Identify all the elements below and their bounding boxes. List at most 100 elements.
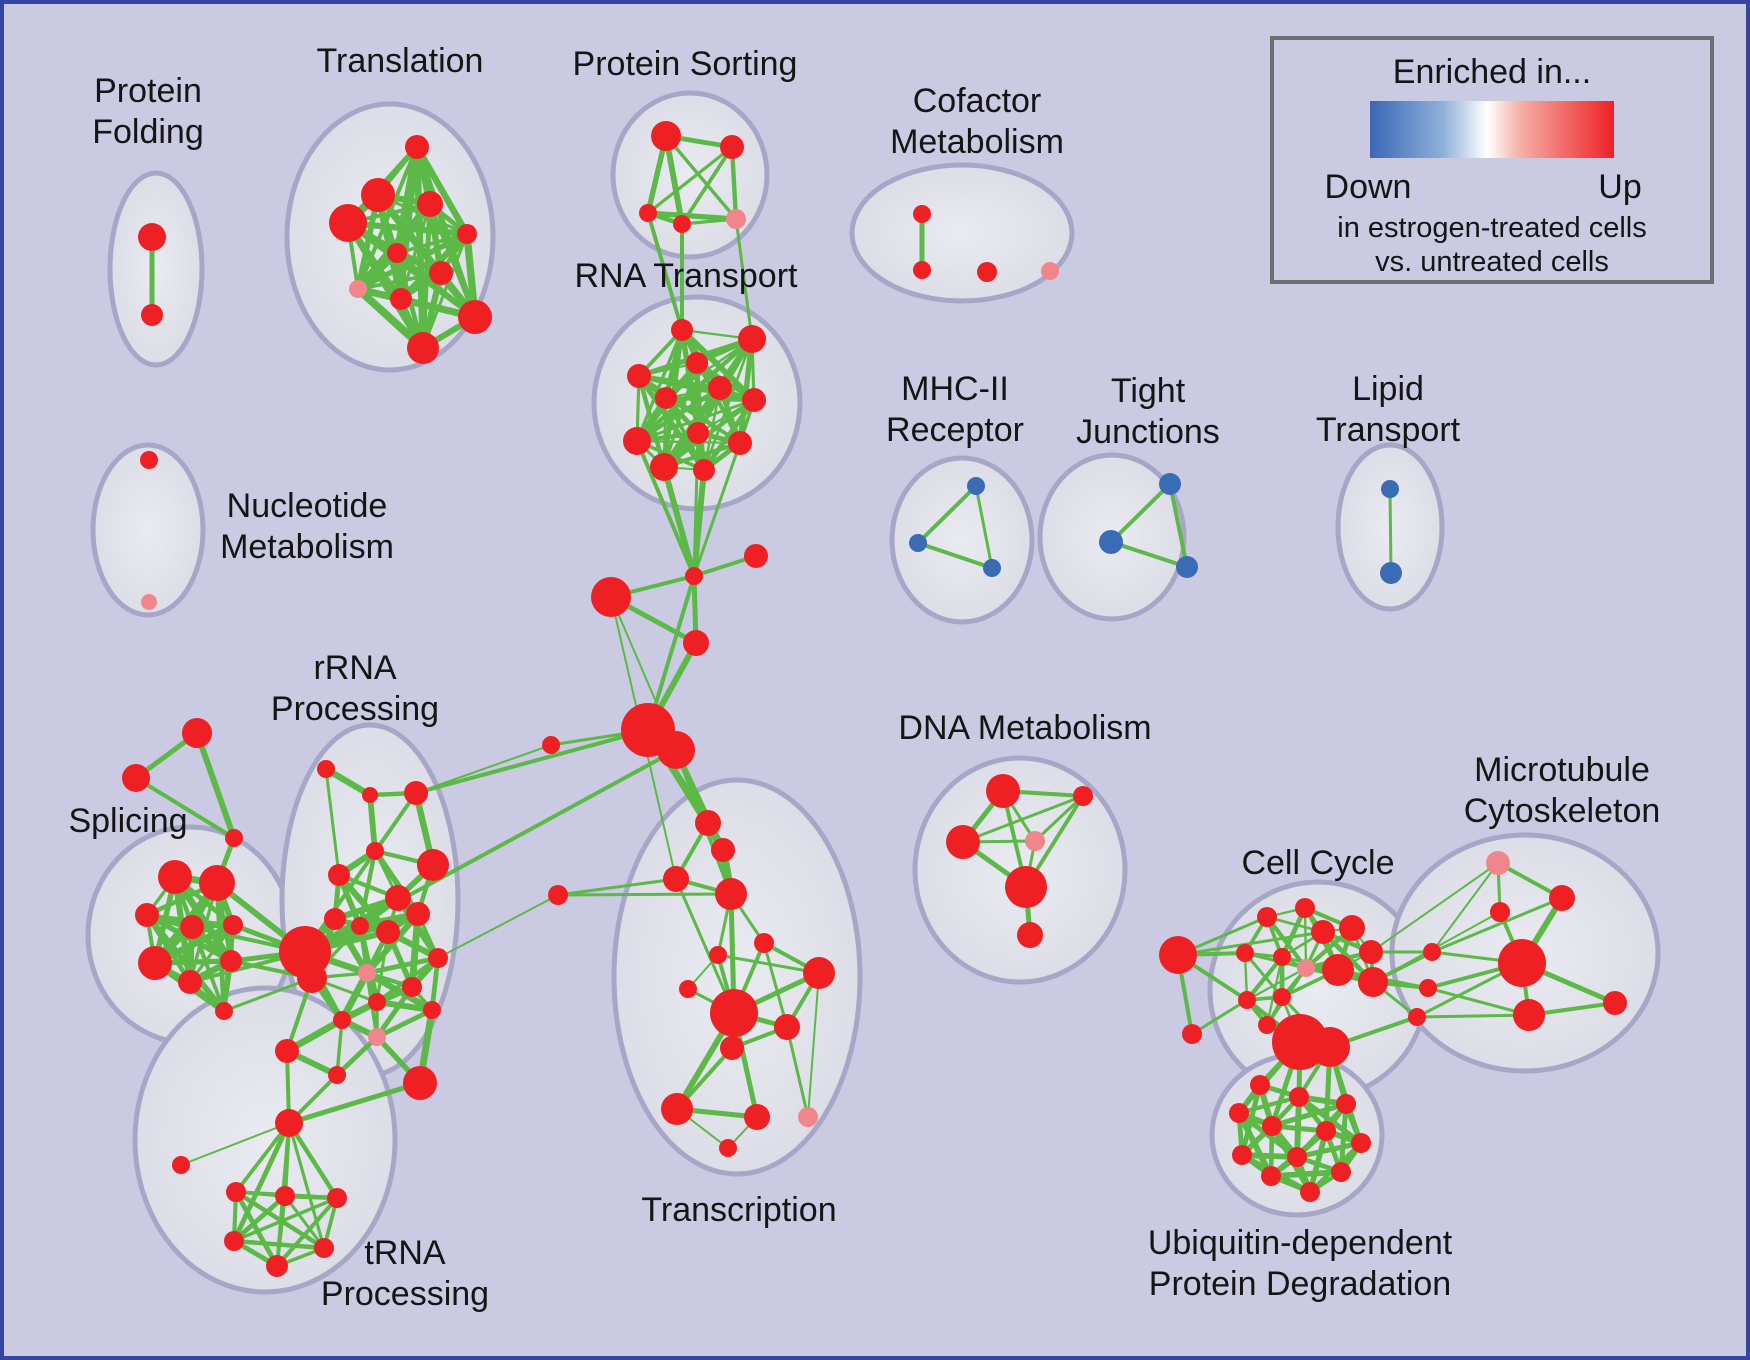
edge [1415,1013,1531,1019]
node-111 [1073,786,1093,806]
node-113 [1025,831,1045,851]
node-47 [683,630,709,656]
edge [214,880,227,1014]
node-23 [655,387,677,409]
node-100 [709,946,727,964]
node-46 [591,577,631,617]
node-127 [1358,967,1388,997]
node-124 [1297,959,1315,977]
node-78 [368,993,386,1011]
edge [645,210,739,222]
node-80 [333,1011,351,1029]
edge [275,1194,287,1268]
edge [635,439,696,578]
edge [1431,862,1499,953]
cluster-label-rna-transport: RNA Transport [575,257,799,295]
cluster-label-ubiquitin-degradation: Protein Degradation [1149,1265,1451,1303]
node-56 [223,915,243,935]
node-70 [385,885,411,911]
cluster-label-mhc-ii-receptor: Receptor [886,411,1024,449]
node-20 [686,352,708,374]
legend-caption-line2: vs. untreated cells [1375,246,1609,278]
edge [303,791,418,954]
node-45 [744,544,768,568]
node-29 [693,459,715,481]
edge [974,484,994,570]
node-26 [623,427,651,455]
node-49 [657,731,695,769]
legend-down-label: Down [1325,168,1412,206]
node-61 [182,718,212,748]
node-144 [1336,1094,1356,1114]
edge [661,464,697,579]
cluster-label-splicing: Splicing [68,802,187,840]
edge [1109,540,1189,569]
edge [231,1120,292,1244]
edge [636,373,707,473]
node-128 [1238,991,1256,1009]
node-28 [650,453,678,481]
node-139 [1498,939,1546,987]
edge [635,328,684,443]
cluster-label-transcription: Transcription [641,1191,836,1229]
cluster-label-cofactor-metabolism: Metabolism [890,123,1064,161]
node-94 [266,1255,288,1277]
node-60 [215,1002,233,1020]
node-10 [390,288,412,310]
node-151 [1331,1162,1351,1182]
edge [1269,1101,1349,1129]
node-108 [798,1107,818,1127]
node-15 [639,204,657,222]
cluster-ellipse-mhc-ii-receptor [889,455,1035,625]
cluster-ellipse-protein-folding [107,170,205,368]
node-35 [141,594,157,610]
edge [344,219,471,238]
node-101 [679,980,697,998]
edge [1388,487,1393,575]
node-36 [967,477,985,495]
node-138 [1490,902,1510,922]
edge [635,398,756,443]
edge [1109,482,1172,544]
node-105 [720,1036,744,1060]
node-97 [663,866,689,892]
node-63 [225,829,243,847]
cluster-label-protein-folding: Folding [92,113,204,151]
edge [274,1195,340,1269]
cluster-label-trna-processing: tRNA [364,1234,446,1272]
edge [374,984,415,1040]
node-103 [710,989,758,1037]
cluster-label-lipid-transport: Transport [1316,411,1461,449]
node-116 [1159,936,1197,974]
edge [234,1121,291,1194]
node-22 [708,376,732,400]
node-68 [366,842,384,860]
edge [664,134,738,221]
legend-caption-line1: in estrogen-treated cells [1337,212,1647,244]
node-83 [328,1066,346,1084]
node-76 [402,977,422,997]
cluster-label-rrna-processing: rRNA [313,649,396,687]
node-32 [977,262,997,282]
legend: Enriched in... Down Up in estrogen-treat… [1270,36,1714,284]
edge [363,910,422,977]
node-99 [754,933,774,953]
edge [1245,966,1308,1002]
node-96 [711,838,735,862]
edge [1426,986,1531,1017]
node-117 [1182,1024,1202,1044]
cluster-label-microtubule-cytoskeleton: Cytoskeleton [1464,792,1661,830]
node-19 [738,325,766,353]
legend-up-label: Up [1598,168,1641,206]
edge [729,144,739,222]
node-16 [673,215,691,233]
edge [357,848,378,929]
node-132 [1310,1027,1350,1067]
edge [428,202,477,319]
node-64 [317,760,335,778]
node-14 [720,135,744,159]
node-146 [1262,1116,1282,1136]
